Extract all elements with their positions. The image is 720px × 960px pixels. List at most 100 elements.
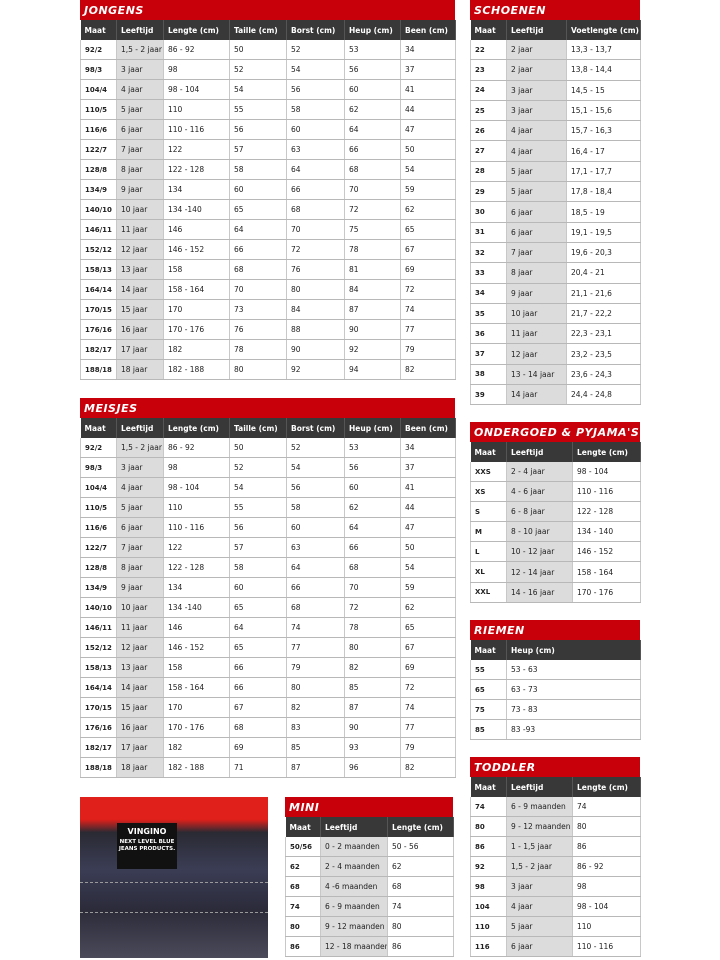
- table-cell: 116/6: [80, 517, 117, 538]
- table-cell: 63: [286, 537, 345, 558]
- table-cell: 80: [286, 677, 345, 698]
- table-cell: 92: [286, 359, 345, 380]
- column-header: Lengte (cm): [163, 20, 230, 40]
- table-cell: 87: [344, 697, 401, 718]
- table-cell: 84: [344, 279, 401, 300]
- table-cell: 110 - 116: [163, 517, 230, 538]
- table-cell: 77: [286, 637, 345, 658]
- table-cell: 5 jaar: [506, 181, 567, 203]
- table-cell: 54: [400, 557, 456, 578]
- column-header: Taille (cm): [229, 418, 287, 438]
- table-cell: 69: [400, 657, 456, 678]
- table-cell: 15,7 - 16,3: [566, 120, 641, 142]
- table-row: 65 63 - 73: [470, 679, 641, 700]
- column-header: Taille (cm): [229, 20, 287, 40]
- table-cell: 3 jaar: [116, 457, 164, 478]
- table-row: 37 12 jaar 23,2 - 23,5: [470, 343, 641, 365]
- table-cell: 54: [286, 59, 345, 80]
- table-cell: 60: [286, 517, 345, 538]
- table-row: XXS 2 - 4 jaar 98 - 104: [470, 462, 641, 483]
- table-cell: 158 - 164: [163, 677, 230, 698]
- table-cell: 55: [470, 660, 507, 680]
- table-cell: 50: [229, 438, 287, 458]
- table-cell: 70: [344, 179, 401, 200]
- table-row: 158/13 13 jaar 158 68 76 81 69: [80, 259, 456, 280]
- column-header: Heup (cm): [344, 418, 401, 438]
- table-cell: 140/10: [80, 597, 117, 618]
- table-cell: 77: [400, 717, 456, 738]
- table-cell: 122: [163, 139, 230, 160]
- table-row: 128/8 8 jaar 122 - 128 58 64 68 54: [80, 557, 456, 578]
- table-cell: 62: [400, 597, 456, 618]
- table-cell: 86: [572, 836, 641, 857]
- table-row: 22 2 jaar 13,3 - 13,7: [470, 40, 641, 61]
- header-row: Maat Leeftijd Lengte (cm) Taille (cm) Borst …: [80, 20, 456, 40]
- table-cell: 50 - 56: [387, 837, 454, 857]
- table-cell: 8 jaar: [116, 557, 164, 578]
- table-cell: 74: [572, 797, 641, 817]
- table-cell: 74: [286, 617, 345, 638]
- table-cell: 86: [470, 836, 507, 857]
- table-cell: 54: [229, 477, 287, 498]
- table-cell: 82: [286, 697, 345, 718]
- table-cell: 182: [163, 737, 230, 758]
- header-row: Maat Leeftijd Lengte (cm): [470, 442, 641, 462]
- table-row: 80 9 - 12 maanden 80: [470, 816, 641, 837]
- table-row: 146/11 11 jaar 146 64 70 75 65: [80, 219, 456, 240]
- table-cell: 92/2: [80, 438, 117, 458]
- table-cell: 122: [163, 537, 230, 558]
- table-cell: 80: [387, 916, 454, 937]
- table-cell: 41: [400, 79, 456, 100]
- table-cell: 72: [400, 279, 456, 300]
- table-cell: 88: [286, 319, 345, 340]
- table-cell: 110/5: [80, 99, 117, 120]
- table-cell: 21,1 - 21,6: [566, 283, 641, 304]
- table-cell: 59: [400, 577, 456, 598]
- table-cell: 56: [344, 59, 401, 80]
- table-row: 85 83 -93: [470, 719, 641, 740]
- table-cell: 66: [344, 139, 401, 160]
- table-cell: 146: [163, 617, 230, 638]
- table-cell: 58: [229, 159, 287, 180]
- table-cell: 30: [470, 201, 507, 223]
- table-cell: 74: [400, 697, 456, 718]
- table-row: 39 14 jaar 24,4 - 24,8: [470, 384, 641, 406]
- table-cell: 32: [470, 242, 507, 264]
- table-cell: 14 jaar: [116, 279, 164, 300]
- table-row: 170/15 15 jaar 170 67 82 87 74: [80, 697, 456, 718]
- table-cell: 76: [229, 319, 287, 340]
- table-cell: 12 jaar: [116, 637, 164, 658]
- table-row: 152/12 12 jaar 146 - 152 66 72 78 67: [80, 239, 456, 260]
- table-cell: 60: [286, 119, 345, 140]
- table-cell: 33: [470, 262, 507, 284]
- table-cell: 20,4 - 21: [566, 262, 641, 284]
- riemen-table: Maat Heup (cm) 55 53 - 63 65 63 - 73 75 73 - 83…: [470, 640, 641, 740]
- table-cell: 98 - 104: [163, 79, 230, 100]
- column-header: Maat: [470, 442, 507, 462]
- table-cell: 170: [163, 697, 230, 718]
- table-cell: 58: [286, 497, 345, 518]
- table-cell: 60: [229, 577, 287, 598]
- table-cell: 47: [400, 119, 456, 140]
- table-cell: 13,8 - 14,4: [566, 59, 641, 81]
- brand-name: VINGINO: [127, 827, 167, 836]
- table-cell: 98/3: [80, 457, 117, 478]
- table-cell: 7 jaar: [116, 537, 164, 558]
- table-cell: 182: [163, 339, 230, 360]
- column-header: Leeftijd: [506, 442, 573, 462]
- jongens-size-table: JONGENS Maat Leeftijd Lengte (cm) Taille (cm…: [80, 0, 456, 380]
- table-cell: 23: [470, 59, 507, 81]
- table-row: XS 4 - 6 jaar 110 - 116: [470, 481, 641, 503]
- table-cell: 69: [400, 259, 456, 280]
- table-cell: 72: [344, 199, 401, 220]
- schoenen-table: Maat Leeftijd Voetlengte (cm) 22 2 jaar 13,3 …: [470, 20, 641, 406]
- table-cell: 110: [572, 916, 641, 937]
- table-cell: 66: [344, 537, 401, 558]
- table-cell: 65: [400, 617, 456, 638]
- table-row: 140/10 10 jaar 134 -140 65 68 72 62: [80, 199, 456, 220]
- table-row: 98/3 3 jaar 98 52 54 56 37: [80, 457, 456, 478]
- table-row: 188/18 18 jaar 182 - 188 71 87 96 82: [80, 757, 456, 778]
- table-cell: 64: [344, 517, 401, 538]
- header-row: Maat Leeftijd Lengte (cm): [470, 777, 641, 797]
- table-cell: 134/9: [80, 179, 117, 200]
